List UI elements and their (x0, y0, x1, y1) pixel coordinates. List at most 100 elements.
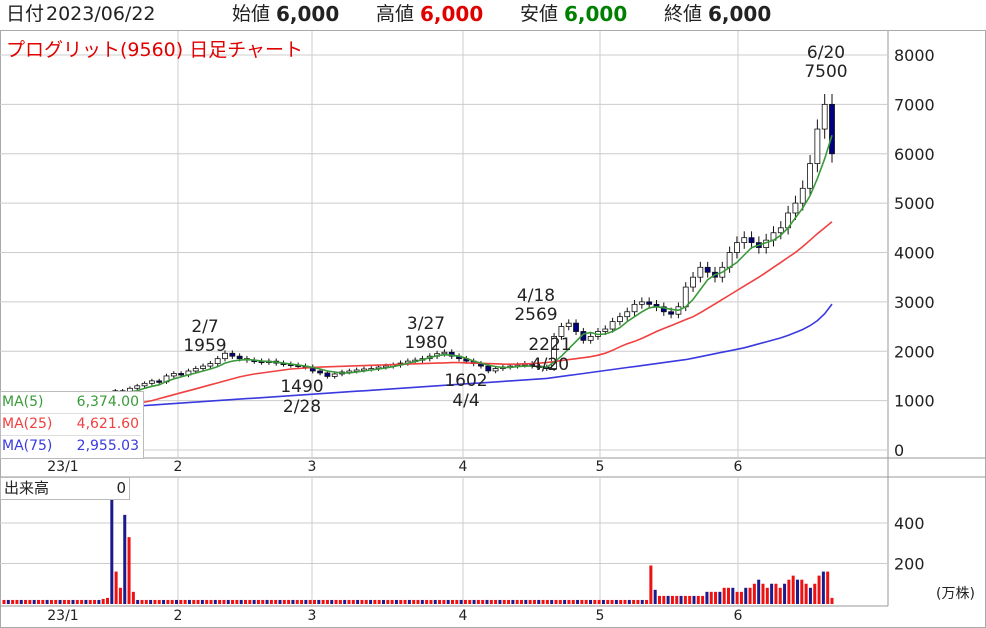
volume-bar (192, 599, 196, 604)
volume-bar (731, 587, 735, 604)
open-label: 始値 (232, 3, 271, 25)
candle-body (565, 322, 572, 327)
candle-body (697, 266, 704, 278)
volume-bar (321, 599, 325, 604)
legend-ma5: MA(5) 6,374.00 (1, 392, 141, 414)
volume-bar (88, 599, 92, 604)
volume-bar (205, 599, 209, 604)
y-tick-label: 2000 (894, 342, 935, 361)
volume-bar (239, 599, 243, 604)
candle-body (617, 316, 623, 323)
candle-body (682, 286, 689, 308)
x-tick-label: 23/1 (47, 459, 78, 475)
volume-bar (308, 599, 312, 604)
volume-bar (476, 599, 480, 604)
volume-bar (317, 599, 321, 604)
volume-bar (813, 583, 817, 604)
volume-bar (420, 599, 424, 604)
volume-bar (821, 571, 825, 604)
volume-bar (705, 591, 709, 604)
volume-bar (54, 599, 58, 604)
volume-bar (485, 599, 489, 604)
volume-bar (373, 599, 377, 604)
legend-ma25: MA(25) 4,621.60 (1, 414, 141, 436)
volume-bar (571, 599, 575, 604)
volume-bar (442, 599, 446, 604)
volume-bar (179, 599, 183, 604)
volume-bar (123, 514, 127, 604)
volume-bar (291, 599, 295, 604)
volume-bar (2, 599, 6, 604)
candle-body (602, 328, 609, 332)
candle-body (324, 372, 331, 377)
volume-bar (304, 599, 308, 604)
volume-bar (507, 599, 511, 604)
volume-bar (774, 583, 778, 604)
volume-bar (541, 599, 545, 604)
candle-body (704, 266, 711, 273)
volume-bar (274, 599, 278, 604)
candle-body (638, 301, 645, 305)
x-tick-label: 2 (174, 459, 183, 475)
volume-bar (71, 599, 75, 604)
volume-bar (149, 599, 153, 604)
volume-bar (300, 599, 304, 604)
volume-bar (606, 599, 610, 604)
volume-bar (524, 599, 528, 604)
x-tick-label-vol: 23/1 (47, 608, 78, 624)
candle-body (207, 363, 214, 367)
volume-bar (394, 599, 398, 604)
volume-bar (19, 599, 23, 604)
candle-body (748, 237, 755, 244)
volume-bar (269, 599, 273, 604)
volume-bar (131, 591, 135, 604)
annotation-date: 4/4 (452, 391, 479, 411)
volume-bar (545, 599, 549, 604)
candle-body (741, 237, 748, 244)
volume-bar (446, 599, 450, 604)
high-value: 6,000 (420, 2, 484, 26)
volume-bar (382, 599, 385, 604)
candle-body (156, 380, 163, 383)
candle-body (485, 365, 492, 372)
volume-bar (567, 599, 571, 604)
volume-bar (770, 583, 774, 604)
volume-bar (369, 599, 373, 604)
volume-bar (554, 599, 558, 604)
candle-body (448, 351, 455, 357)
annotation-date: 2/7 (191, 317, 218, 337)
volume-bar (662, 595, 666, 604)
volume-bar (175, 599, 178, 604)
volume-bar (343, 599, 347, 604)
ma5-line (107, 135, 833, 397)
volume-bar (209, 599, 213, 604)
candle-body (660, 306, 667, 313)
volume-bar (41, 599, 45, 604)
volume-bar (97, 599, 101, 604)
volume-bar (658, 595, 661, 604)
volume-bar (157, 599, 161, 604)
legend-ma75-label: MA(75) (2, 438, 53, 454)
volume-bar (325, 599, 329, 604)
volume-bar (196, 599, 200, 604)
volume-bar (248, 599, 252, 604)
candle-body (148, 380, 155, 384)
volume-bar (200, 599, 204, 604)
volume-bar (80, 599, 84, 604)
volume-bar (429, 599, 433, 604)
x-tick-label: 5 (596, 459, 605, 475)
low-value: 6,000 (564, 2, 628, 26)
y-tick-label: 1000 (894, 392, 935, 411)
candle-body (229, 352, 236, 357)
volume-bar (140, 599, 144, 604)
volume-bar (739, 591, 743, 604)
volume-bar (183, 599, 187, 604)
volume-bar (502, 599, 506, 604)
volume-bar (334, 599, 338, 604)
volume-bar (640, 599, 644, 604)
annotation-date: 4/20 (531, 355, 569, 375)
volume-bar (468, 599, 472, 604)
volume-bar (826, 571, 830, 604)
annotation-value: 2221 (528, 335, 571, 355)
volume-bar (338, 599, 342, 604)
